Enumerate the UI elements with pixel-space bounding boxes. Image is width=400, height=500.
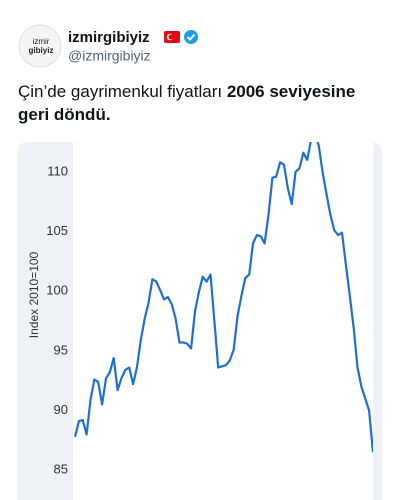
y-tick-label: 90	[54, 402, 68, 417]
tweet-text: Çin’de gayrimenkul fiyatları 2006 seviye…	[18, 80, 380, 126]
y-axis-label: Index 2010=100	[27, 251, 41, 338]
account-handle[interactable]: @izmirgibiyiz	[68, 48, 151, 64]
y-tick-label: 85	[54, 462, 68, 477]
data-line	[73, 142, 373, 453]
y-tick-label: 110	[47, 163, 68, 178]
plot	[73, 142, 373, 453]
avatar-text: izmir	[33, 37, 50, 46]
tweet-text-part: Çin’de gayrimenkul fiyatları	[18, 82, 227, 101]
y-tick-label: 105	[46, 223, 68, 238]
avatar[interactable]	[18, 24, 62, 68]
flag	[164, 31, 180, 43]
verified-badge	[184, 30, 198, 44]
tweet-text-part: 2006 seviyesine geri döndü.	[18, 82, 356, 124]
plot-area	[73, 142, 373, 500]
avatar-text: gibiyiz	[29, 46, 54, 55]
y-tick-label: 100	[46, 283, 68, 298]
account-name[interactable]: izmirgibiyiz	[68, 29, 150, 46]
y-tick-label: 95	[54, 342, 68, 357]
